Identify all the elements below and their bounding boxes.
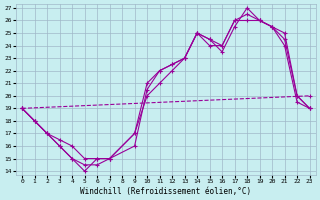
X-axis label: Windchill (Refroidissement éolien,°C): Windchill (Refroidissement éolien,°C) [80,187,252,196]
